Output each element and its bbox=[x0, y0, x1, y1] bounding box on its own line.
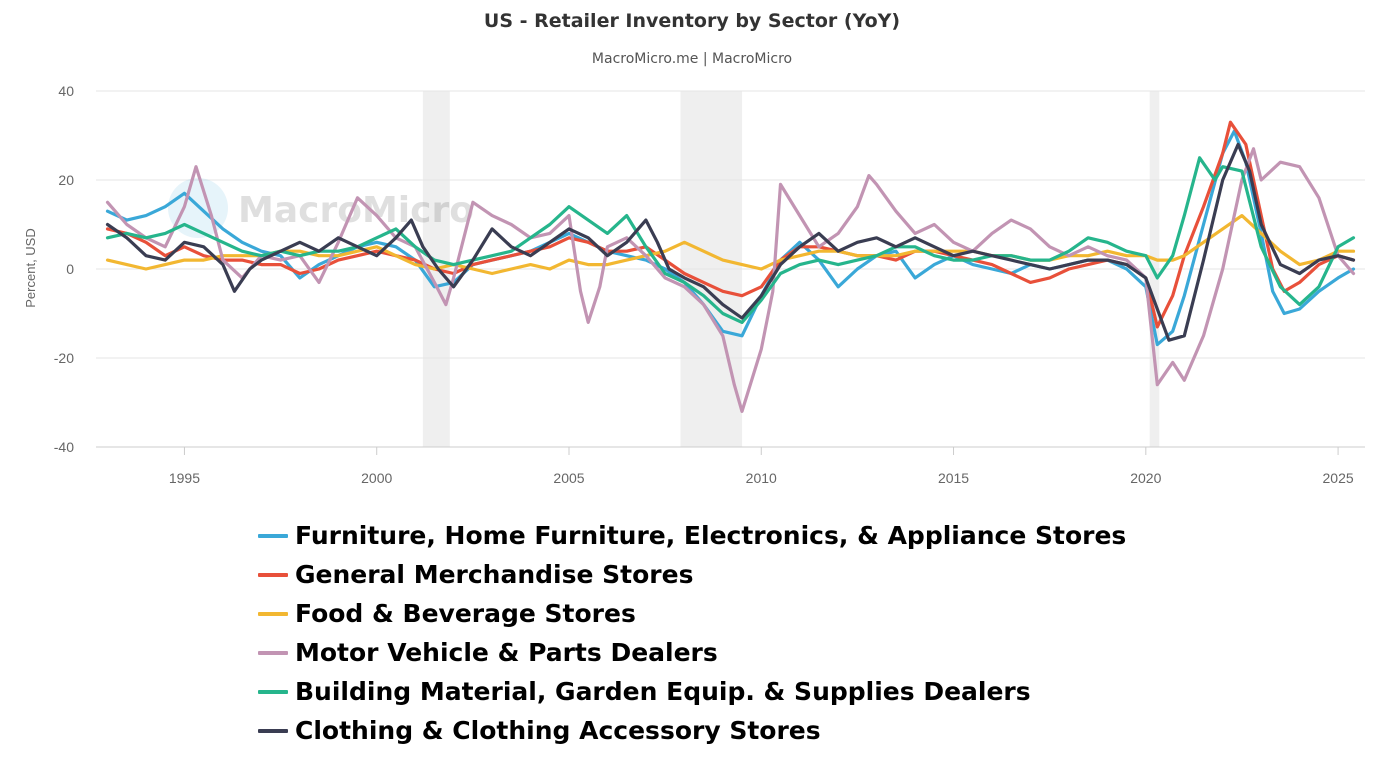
line-chart: MacroMicro -40 -20 0 20 40 1995 2000 2005 2010 2… bbox=[23, 83, 1365, 486]
legend-label: Furniture, Home Furniture, Electronics, … bbox=[295, 521, 1127, 550]
series-line-4 bbox=[105, 156, 1356, 324]
legend-swatch bbox=[258, 533, 288, 538]
y-tick-label: 20 bbox=[58, 172, 74, 188]
series-line-3 bbox=[105, 147, 1356, 413]
legend-item-1[interactable]: General Merchandise Stores bbox=[258, 555, 1258, 594]
y-axis: -40 -20 0 20 40 bbox=[54, 83, 74, 455]
legend-swatch bbox=[258, 689, 288, 694]
legend-item-0[interactable]: Furniture, Home Furniture, Electronics, … bbox=[258, 516, 1258, 555]
x-tick-label: 2020 bbox=[1130, 470, 1161, 486]
y-tick-label: -20 bbox=[54, 350, 74, 366]
series-line-5 bbox=[105, 142, 1356, 342]
legend-item-4[interactable]: Building Material, Garden Equip. & Suppl… bbox=[258, 672, 1258, 711]
y-tick-label: -40 bbox=[54, 439, 74, 455]
legend-item-5[interactable]: Clothing & Clothing Accessory Stores bbox=[258, 711, 1258, 750]
watermark-text: MacroMicro bbox=[238, 190, 474, 231]
x-tick-label: 1995 bbox=[169, 470, 200, 486]
series-lines bbox=[105, 120, 1356, 413]
x-axis: 1995 2000 2005 2010 2015 2020 2025 bbox=[169, 447, 1354, 486]
legend-label: Motor Vehicle & Parts Dealers bbox=[295, 638, 718, 667]
series-line-2 bbox=[105, 214, 1356, 276]
legend-swatch bbox=[258, 572, 288, 577]
x-tick-label: 2010 bbox=[746, 470, 777, 486]
legend-swatch bbox=[258, 728, 288, 733]
legend-label: Food & Beverage Stores bbox=[295, 599, 636, 628]
x-tick-label: 2015 bbox=[938, 470, 969, 486]
legend-item-2[interactable]: Food & Beverage Stores bbox=[258, 594, 1258, 633]
chart-legend: Furniture, Home Furniture, Electronics, … bbox=[258, 516, 1258, 750]
legend-swatch bbox=[258, 650, 288, 655]
y-axis-label: Percent, USD bbox=[23, 228, 38, 307]
chart-title: US - Retailer Inventory by Sector (YoY) bbox=[483, 10, 901, 32]
legend-label: General Merchandise Stores bbox=[295, 560, 694, 589]
legend-label: Building Material, Garden Equip. & Suppl… bbox=[295, 677, 1031, 706]
legend-item-3[interactable]: Motor Vehicle & Parts Dealers bbox=[258, 633, 1258, 672]
x-tick-label: 2005 bbox=[553, 470, 584, 486]
y-tick-label: 40 bbox=[58, 83, 74, 99]
y-tick-label: 0 bbox=[66, 261, 74, 277]
x-tick-label: 2025 bbox=[1323, 470, 1354, 486]
x-tick-label: 2000 bbox=[361, 470, 392, 486]
legend-swatch bbox=[258, 611, 288, 616]
legend-label: Clothing & Clothing Accessory Stores bbox=[295, 716, 821, 745]
chart-subtitle: MacroMicro.me | MacroMicro bbox=[591, 51, 793, 67]
